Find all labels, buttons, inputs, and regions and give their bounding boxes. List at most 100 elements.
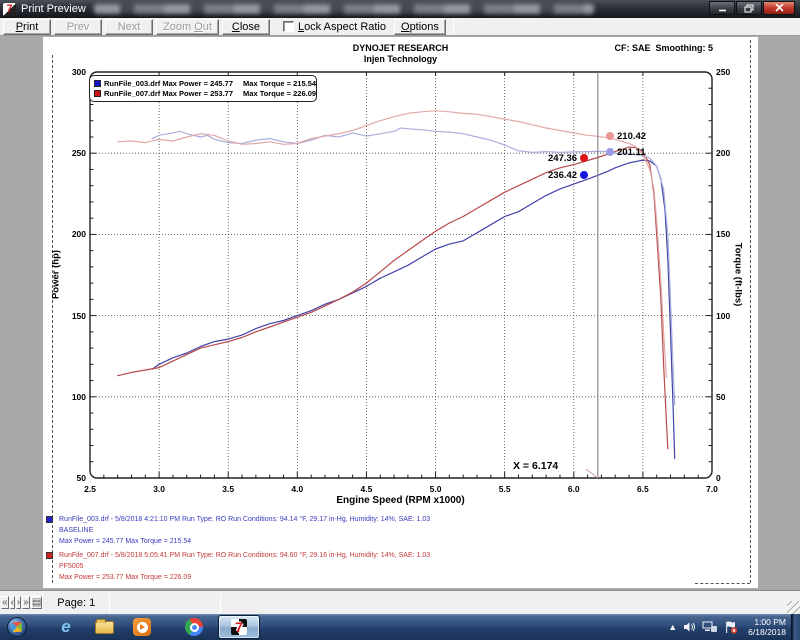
start-button[interactable]	[7, 617, 27, 637]
page-nav-button[interactable]: ‹	[9, 595, 15, 609]
cursor-value-torque-red: 210.42	[606, 129, 646, 143]
lock-aspect-ratio-control[interactable]: Lock Aspect Ratio	[282, 21, 386, 33]
data-point-dot	[606, 148, 614, 156]
x-axis-tick: 4.5	[360, 484, 373, 494]
cursor-value-torque-blue: 201.11	[606, 145, 646, 159]
page-nav-button[interactable]: «	[1, 595, 9, 609]
page-nav-button[interactable]: ›	[15, 595, 22, 609]
chart-title: DYNOJET RESEARCH	[352, 43, 449, 53]
toolbar-separator	[452, 18, 454, 35]
x-axis-tick: 5.0	[429, 484, 442, 494]
torque-axis-tick: 250	[716, 67, 731, 77]
internet-explorer-icon[interactable]: e	[61, 617, 71, 636]
statusbar-panel	[110, 591, 220, 615]
x-axis-tick: 6.0	[567, 484, 580, 494]
title-bar: 7 Print Preview	[0, 0, 800, 18]
file-explorer-icon[interactable]	[95, 619, 114, 634]
power-axis-tick: 100	[71, 391, 86, 402]
dyno-chart-plot	[89, 71, 713, 479]
legend-swatch-red	[94, 90, 101, 98]
torque-axis-tick: 50	[716, 391, 726, 402]
toolbar: Print Prev Next Zoom Out Close Lock Aspect R…	[0, 18, 800, 36]
window-title: Print Preview	[21, 3, 86, 15]
power-axis-title: Power (hp)	[50, 249, 62, 300]
status-bar: «‹ ›» ▤ Page: 1	[0, 590, 800, 614]
power-axis-tick: 300	[71, 67, 86, 77]
zoom-out-button: Zoom Out	[156, 18, 219, 35]
show-desktop-button[interactable]	[791, 614, 800, 640]
legend-swatch-blue	[94, 79, 101, 87]
resize-grip[interactable]	[787, 601, 800, 614]
statusbar-separator	[220, 592, 222, 613]
x-axis-tick: 6.5	[636, 484, 649, 494]
page-number-label: Page: 1	[57, 596, 96, 609]
value-text: 236.42	[548, 169, 578, 181]
smoothing-value: Smoothing: 5	[655, 43, 714, 53]
redacted-title-path	[93, 4, 594, 14]
print-preview-area: DYNOJET RESEARCH Injen Technology CF: SA…	[0, 37, 800, 590]
taskbar-clock[interactable]: 1:00 PM 6/18/2018	[748, 617, 786, 637]
volume-icon[interactable]	[683, 621, 696, 633]
statusbar-separator	[109, 592, 111, 613]
x-axis-tick: 7.0	[706, 484, 718, 494]
torque-axis-tick: 150	[716, 229, 731, 240]
dynojet-icon: 7	[231, 619, 247, 635]
chart-subtitle: Injen Technology	[363, 54, 438, 64]
data-point-dot	[606, 132, 614, 140]
dynojet-app-taskbar-button[interactable]: 7	[218, 615, 260, 639]
x-axis-tick: 5.5	[498, 484, 511, 494]
cf-value: CF: SAE	[614, 43, 651, 53]
clock-time: 1:00 PM	[754, 617, 786, 627]
show-hidden-icons-icon[interactable]: ▲	[668, 622, 678, 632]
run-annotation-pf5005: RunFile_007.drf - 5/8/2018 5:05:41 PM Ru…	[46, 550, 430, 583]
legend-row-baseline: RunFile_003.drf Max Power = 245.77 Max T…	[94, 78, 316, 88]
run-info-line: RunFile_007.drf - 5/8/2018 5:05:41 PM Ru…	[59, 552, 431, 559]
restore-button[interactable]	[736, 1, 762, 15]
cursor-value-power-red: 247.36	[548, 151, 589, 165]
chrome-icon[interactable]	[185, 618, 203, 636]
run-max-line: Max Power = 253.77 Max Torque = 226.09	[59, 574, 192, 581]
power-axis-tick: 250	[71, 148, 86, 159]
run-annotation-baseline: RunFile_003.drf - 5/8/2018 4:21:10 PM Ru…	[46, 514, 430, 547]
windows-logo-icon	[11, 621, 23, 633]
legend-text: Max Torque = 226.09	[243, 89, 317, 99]
legend-text: RunFile_003.drf Max Power = 245.77	[104, 78, 234, 88]
value-text: 201.11	[617, 146, 646, 158]
clock-date: 6/18/2018	[748, 627, 786, 637]
value-text: 210.42	[617, 130, 647, 142]
page-nav-button[interactable]: »	[22, 595, 30, 609]
app-icon: 7	[3, 2, 16, 16]
close-button[interactable]	[763, 1, 795, 15]
preview-page: DYNOJET RESEARCH Injen Technology CF: SA…	[43, 37, 758, 588]
data-point-dot	[580, 171, 589, 179]
run-info-line: RunFile_003.drf - 5/8/2018 4:21:10 PM Ru…	[59, 516, 431, 523]
x-axis-tick: 2.5	[84, 484, 96, 494]
run-max-line: Max Power = 245.77 Max Torque = 215.54	[59, 538, 192, 545]
close-button[interactable]: Close	[221, 18, 270, 35]
action-center-flag-icon[interactable]	[724, 621, 738, 634]
minimize-button[interactable]	[709, 1, 735, 15]
run-swatch-red	[46, 552, 53, 559]
options-button[interactable]: Options	[394, 18, 446, 35]
data-point-dot	[580, 154, 589, 162]
prev-button: Prev	[54, 18, 102, 35]
cursor-x-label: X = 6.174	[513, 460, 559, 472]
value-text: 247.36	[548, 152, 578, 164]
torque-axis-tick: 200	[716, 148, 731, 159]
media-player-icon[interactable]	[133, 618, 151, 636]
power-axis-tick: 150	[71, 310, 86, 321]
run-annotations: RunFile_003.drf - 5/8/2018 4:21:10 PM Ru…	[46, 514, 430, 586]
print-button[interactable]: Print	[3, 18, 51, 35]
network-icon[interactable]	[702, 621, 718, 633]
power-axis-tick: 200	[71, 229, 86, 240]
correction-factor-label: CF: SAE Smoothing: 5	[614, 43, 713, 53]
cursor-value-power-blue: 236.42	[548, 168, 589, 182]
legend-text: RunFile_007.drf Max Power = 253.77	[104, 89, 234, 99]
torque-axis-title: Torque (ft-lbs)	[732, 242, 744, 307]
lock-aspect-ratio-checkbox[interactable]	[282, 21, 294, 32]
system-tray: ▲ 1:00 PM 6/18/2018	[668, 614, 786, 640]
rpm-axis-title: Engine Speed (RPM x1000)	[336, 495, 465, 506]
run-swatch-blue	[46, 516, 53, 523]
x-axis-tick: 3.0	[153, 484, 166, 494]
preview-mode-button[interactable]: ▤	[30, 595, 43, 609]
